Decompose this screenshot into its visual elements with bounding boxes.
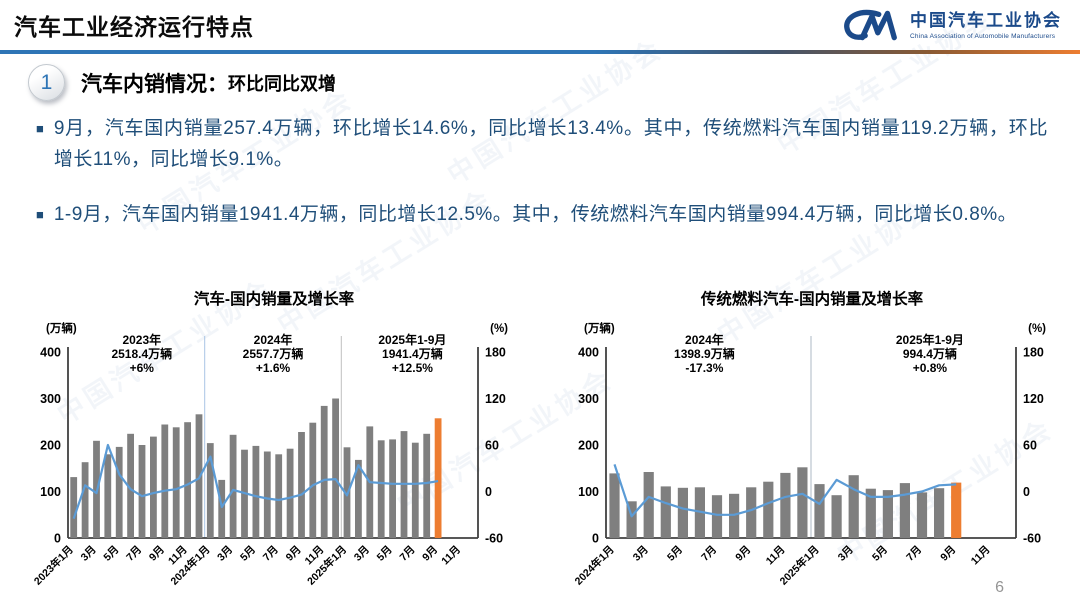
svg-text:60: 60 [1023,439,1037,453]
section-subtitle: 环比同比双增 [228,73,336,94]
svg-text:300: 300 [578,392,599,406]
svg-text:2025年1-9月: 2025年1-9月 [896,332,964,347]
svg-text:7月: 7月 [699,544,719,564]
caam-logo: 中国汽车工业协会 China Association of Automobile… [840,8,1062,44]
header-divider [0,50,1080,54]
svg-text:-17.3%: -17.3% [685,361,723,375]
svg-text:0: 0 [1023,485,1030,499]
svg-text:300: 300 [40,392,61,406]
svg-text:2518.4万辆: 2518.4万辆 [111,346,172,361]
svg-text:+6%: +6% [130,361,155,375]
svg-text:-60: -60 [485,532,503,546]
svg-text:994.4万辆: 994.4万辆 [903,346,957,361]
svg-text:+0.8%: +0.8% [913,361,948,375]
combo-chart-svg: 汽车-国内销量及增长率 (万辆) (%) 0 100 200 300 400 -60 0 60 120… [31,289,508,588]
svg-text:7月: 7月 [397,544,417,564]
bullet-item: ■ 9月，汽车国内销量257.4万辆，环比增长14.6%，同比增长13.4%。其… [36,114,1048,176]
svg-text:1398.9万辆: 1398.9万辆 [674,346,735,361]
caam-logo-text: 中国汽车工业协会 China Association of Automobile… [910,11,1062,40]
section-title: 汽车内销情况： [81,72,228,96]
svg-text:0: 0 [485,485,492,499]
svg-text:100: 100 [40,485,61,499]
svg-text:180: 180 [1023,346,1044,360]
svg-text:0: 0 [592,532,599,546]
page-number: 6 [995,579,1004,596]
chart-auto-domestic-sales: 汽车-国内销量及增长率 (万辆) (%) 0 100 200 300 400 -60 0 60 120… [16,286,532,604]
caam-logo-en: China Association of Automobile Manufact… [910,32,1056,40]
svg-text:0: 0 [54,532,61,546]
svg-text:2024年1月: 2024年1月 [572,543,617,588]
svg-text:3月: 3月 [215,544,235,564]
right-axis-unit: (%) [490,323,508,335]
svg-text:180: 180 [485,346,506,360]
svg-text:200: 200 [40,439,61,453]
svg-text:3月: 3月 [352,544,372,564]
svg-text:3月: 3月 [79,544,99,564]
svg-text:400: 400 [40,346,61,360]
caam-logo-cn: 中国汽车工业协会 [910,11,1062,31]
svg-text:3月: 3月 [631,544,651,564]
svg-text:2024年: 2024年 [254,332,293,347]
svg-text:7月: 7月 [124,544,144,564]
svg-text:-60: -60 [1023,532,1041,546]
svg-text:11月: 11月 [439,544,463,568]
left-axis-unit: (万辆) [46,321,77,335]
section-heading: 1 汽车内销情况： 环比同比双增 [28,64,336,101]
svg-text:9月: 9月 [733,544,753,564]
svg-text:2024年: 2024年 [685,332,724,347]
svg-text:400: 400 [578,346,599,360]
growth-rate-line [72,443,439,519]
svg-text:2025年1-9月: 2025年1-9月 [378,332,446,347]
chart-title: 汽车-国内销量及增长率 [194,289,355,308]
sales-bars [70,398,442,538]
svg-text:2023年1月: 2023年1月 [31,543,76,588]
section-number-badge: 1 [28,64,65,101]
svg-text:120: 120 [485,392,506,406]
svg-text:9月: 9月 [938,544,958,564]
svg-text:2557.7万辆: 2557.7万辆 [243,346,304,361]
caam-cm-mark-icon [844,9,897,41]
svg-text:5月: 5月 [375,544,395,564]
svg-text:11月: 11月 [764,544,788,568]
svg-text:100: 100 [578,485,599,499]
svg-text:2023年: 2023年 [122,332,161,347]
svg-text:5月: 5月 [665,544,685,564]
chart-fuel-vehicle-domestic-sales: 传统燃料汽车-国内销量及增长率 (万辆) (%) 0 100 200 300 400 -60 0 6… [554,286,1070,604]
bullet-square-icon: ■ [36,121,44,136]
right-axis-unit: (%) [1028,323,1046,335]
svg-text:5月: 5月 [238,544,258,564]
page-title: 汽车工业经济运行特点 [14,14,254,40]
svg-text:11月: 11月 [969,544,993,568]
svg-text:9月: 9月 [420,544,440,564]
svg-text:+12.5%: +12.5% [392,361,433,375]
svg-text:7月: 7月 [904,544,924,564]
combo-chart-svg: 传统燃料汽车-国内销量及增长率 (万辆) (%) 0 100 200 300 400 -60 0 6… [572,289,1046,588]
svg-text:60: 60 [485,439,499,453]
chart-title: 传统燃料汽车-国内销量及增长率 [700,289,924,308]
svg-text:9月: 9月 [147,544,167,564]
bullet-text: 1-9月，汽车国内销量1941.4万辆，同比增长12.5%。其中，传统燃料汽车国… [53,204,1018,225]
bullet-item: ■ 1-9月，汽车国内销量1941.4万辆，同比增长12.5%。其中，传统燃料汽… [36,200,1048,231]
svg-text:200: 200 [578,439,599,453]
left-axis-unit: (万辆) [584,321,615,335]
svg-text:3月: 3月 [836,544,856,564]
svg-text:1941.4万辆: 1941.4万辆 [382,346,443,361]
growth-rate-line [613,464,957,518]
svg-text:9月: 9月 [284,544,304,564]
bullet-text: 9月，汽车国内销量257.4万辆，环比增长14.6%，同比增长13.4%。其中，… [53,118,1048,170]
svg-text:5月: 5月 [101,544,121,564]
svg-text:120: 120 [1023,392,1044,406]
bullet-square-icon: ■ [36,207,44,222]
svg-text:7月: 7月 [261,544,281,564]
svg-text:+1.6%: +1.6% [256,361,291,375]
svg-text:5月: 5月 [870,544,890,564]
